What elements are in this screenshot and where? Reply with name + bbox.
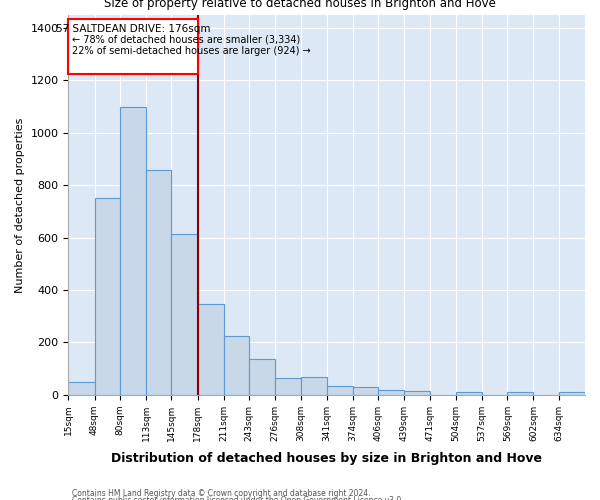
Bar <box>95 198 120 395</box>
Bar <box>404 392 430 395</box>
Bar <box>249 360 275 395</box>
Y-axis label: Number of detached properties: Number of detached properties <box>15 117 25 292</box>
Bar <box>378 390 404 395</box>
Bar <box>68 382 95 395</box>
X-axis label: Distribution of detached houses by size in Brighton and Hove: Distribution of detached houses by size … <box>111 452 542 465</box>
Text: 22% of semi-detached houses are larger (924) →: 22% of semi-detached houses are larger (… <box>71 46 310 56</box>
Text: ← 78% of detached houses are smaller (3,334): ← 78% of detached houses are smaller (3,… <box>71 34 300 44</box>
Bar <box>224 336 249 395</box>
Bar <box>120 106 146 395</box>
Bar <box>559 392 585 395</box>
Bar <box>301 377 327 395</box>
Text: Size of property relative to detached houses in Brighton and Hove: Size of property relative to detached ho… <box>104 0 496 10</box>
Bar <box>456 392 482 395</box>
Bar <box>327 386 353 395</box>
Bar <box>275 378 301 395</box>
Text: 57 SALTDEAN DRIVE: 176sqm: 57 SALTDEAN DRIVE: 176sqm <box>56 24 210 34</box>
Text: Contains public sector information licensed under the Open Government Licence v3: Contains public sector information licen… <box>72 496 404 500</box>
Bar <box>508 392 533 395</box>
Bar <box>353 387 378 395</box>
Bar <box>146 170 172 395</box>
Bar <box>197 304 224 395</box>
Title: 57, SALTDEAN DRIVE, SALTDEAN, BRIGHTON, BN2 8SD
Size of property relative to det: 57, SALTDEAN DRIVE, SALTDEAN, BRIGHTON, … <box>0 499 1 500</box>
Text: Contains HM Land Registry data © Crown copyright and database right 2024.: Contains HM Land Registry data © Crown c… <box>72 488 371 498</box>
Bar <box>172 234 197 395</box>
Bar <box>68 19 197 74</box>
